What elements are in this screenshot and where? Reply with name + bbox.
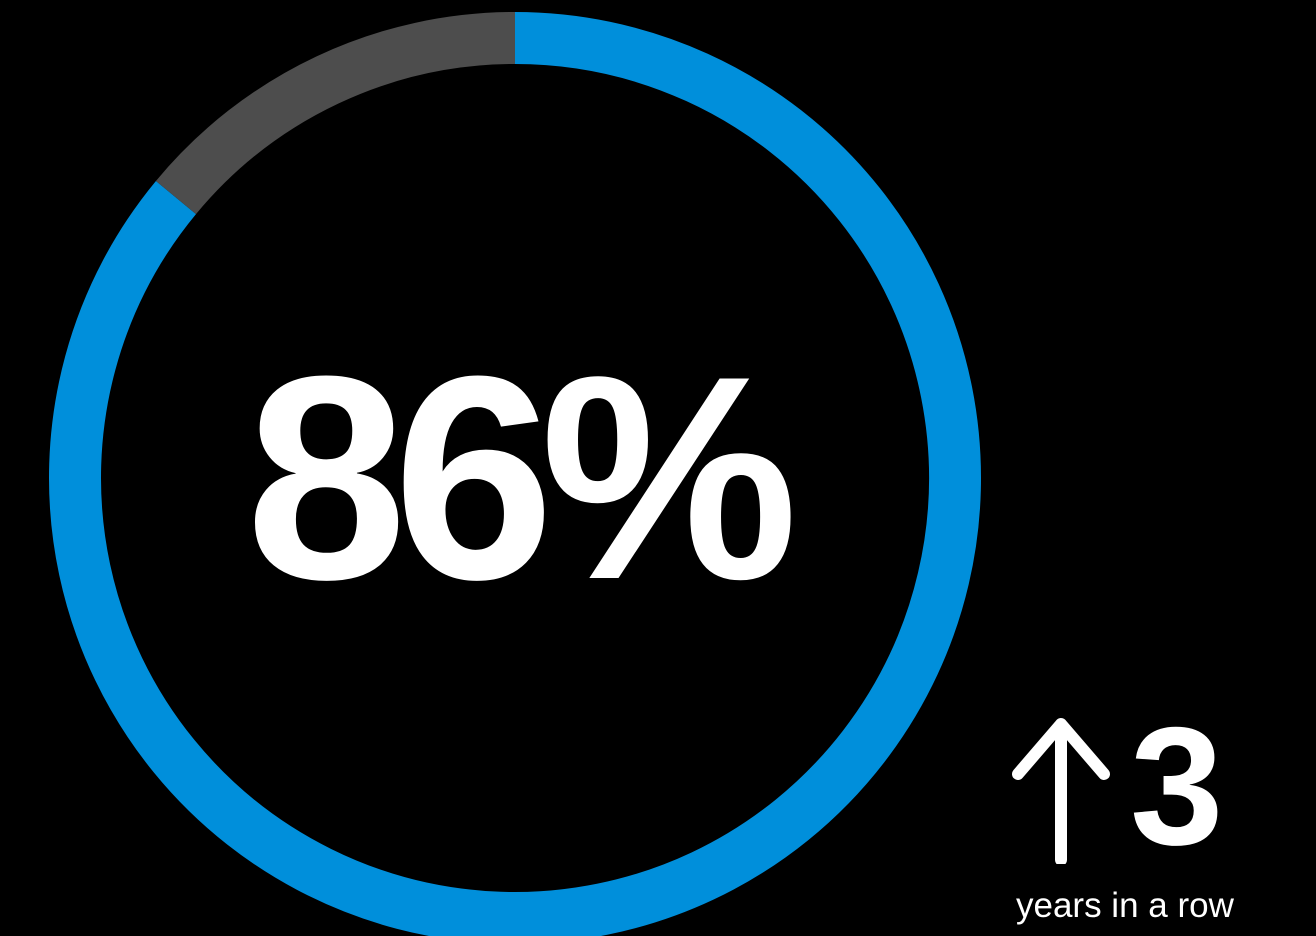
streak-caption: years in a row xyxy=(1016,886,1234,925)
streak-value: 3 xyxy=(1130,692,1224,880)
streak-indicator: 3 years in a row xyxy=(1010,702,1300,936)
arrow-up-icon xyxy=(1012,718,1110,864)
center-percentage-label: 86% xyxy=(245,316,798,640)
donut-segment-value xyxy=(49,12,981,936)
donut-segment-remainder xyxy=(155,12,516,215)
